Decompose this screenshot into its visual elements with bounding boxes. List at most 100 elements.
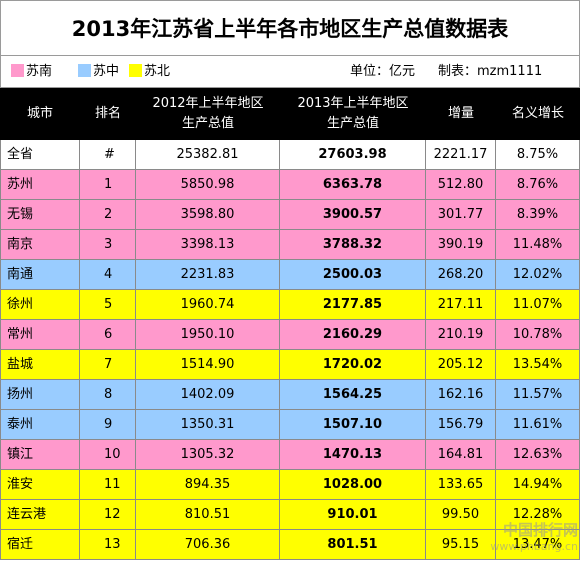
cell-city: 镇江 bbox=[0, 440, 80, 470]
cell-increase: 268.20 bbox=[426, 260, 496, 290]
cell-growth: 8.75% bbox=[496, 140, 580, 170]
cell-increase: 99.50 bbox=[426, 500, 496, 530]
cell-gdp-2013: 1507.10 bbox=[280, 410, 426, 440]
cell-gdp-2012: 25382.81 bbox=[136, 140, 280, 170]
table-row: 常州 6 1950.10 2160.29 210.19 10.78% bbox=[0, 320, 580, 350]
maker-label: 制表：mzm1111 bbox=[438, 64, 543, 79]
legend-bar: 苏南 苏中 苏北 单位：亿元 制表：mzm1111 bbox=[0, 56, 580, 88]
legend-swatch-central bbox=[78, 64, 91, 77]
cell-gdp-2012: 3598.80 bbox=[136, 200, 280, 230]
cell-rank: 1 bbox=[80, 170, 136, 200]
table-row: 徐州 5 1960.74 2177.85 217.11 11.07% bbox=[0, 290, 580, 320]
cell-growth: 13.54% bbox=[496, 350, 580, 380]
header-gdp-2012: 2012年上半年地区 生产总值 bbox=[136, 88, 280, 140]
cell-increase: 217.11 bbox=[426, 290, 496, 320]
header-gdp-2012-line1: 2012年上半年地区 bbox=[152, 96, 264, 111]
table-row: 镇江 10 1305.32 1470.13 164.81 12.63% bbox=[0, 440, 580, 470]
cell-gdp-2012: 5850.98 bbox=[136, 170, 280, 200]
cell-city: 南通 bbox=[0, 260, 80, 290]
cell-gdp-2013: 27603.98 bbox=[280, 140, 426, 170]
table-header-row: 城市 排名 2012年上半年地区 生产总值 2013年上半年地区 生产总值 增量 名… bbox=[0, 88, 580, 140]
header-gdp-2013-line1: 2013年上半年地区 bbox=[297, 96, 409, 111]
cell-gdp-2012: 894.35 bbox=[136, 470, 280, 500]
cell-increase: 133.65 bbox=[426, 470, 496, 500]
cell-rank: 9 bbox=[80, 410, 136, 440]
cell-city: 泰州 bbox=[0, 410, 80, 440]
cell-gdp-2012: 1950.10 bbox=[136, 320, 280, 350]
cell-gdp-2013: 1028.00 bbox=[280, 470, 426, 500]
cell-growth: 13.47% bbox=[496, 530, 580, 560]
header-growth: 名义增长 bbox=[496, 88, 580, 140]
cell-increase: 162.16 bbox=[426, 380, 496, 410]
cell-gdp-2012: 1350.31 bbox=[136, 410, 280, 440]
table-row: 盐城 7 1514.90 1720.02 205.12 13.54% bbox=[0, 350, 580, 380]
cell-growth: 10.78% bbox=[496, 320, 580, 350]
cell-gdp-2012: 3398.13 bbox=[136, 230, 280, 260]
header-increase-line1: 增量 bbox=[447, 106, 474, 121]
header-rank: 排名 bbox=[80, 88, 136, 140]
cell-gdp-2013: 1564.25 bbox=[280, 380, 426, 410]
cell-city: 常州 bbox=[0, 320, 80, 350]
table-row: 连云港 12 810.51 910.01 99.50 12.28% bbox=[0, 500, 580, 530]
header-rank-line1: 排名 bbox=[94, 106, 121, 121]
cell-gdp-2013: 801.51 bbox=[280, 530, 426, 560]
cell-rank: 7 bbox=[80, 350, 136, 380]
cell-gdp-2013: 3900.57 bbox=[280, 200, 426, 230]
cell-gdp-2012: 1960.74 bbox=[136, 290, 280, 320]
cell-rank: 11 bbox=[80, 470, 136, 500]
cell-gdp-2013: 1470.13 bbox=[280, 440, 426, 470]
cell-increase: 156.79 bbox=[426, 410, 496, 440]
cell-gdp-2013: 6363.78 bbox=[280, 170, 426, 200]
cell-gdp-2012: 2231.83 bbox=[136, 260, 280, 290]
cell-gdp-2012: 706.36 bbox=[136, 530, 280, 560]
table-row: 宿迁 13 706.36 801.51 95.15 13.47% bbox=[0, 530, 580, 560]
cell-gdp-2013: 2177.85 bbox=[280, 290, 426, 320]
legend-item-north: 苏北 bbox=[129, 64, 170, 80]
legend-label-central: 苏中 bbox=[93, 64, 120, 79]
table-row: 泰州 9 1350.31 1507.10 156.79 11.61% bbox=[0, 410, 580, 440]
cell-increase: 301.77 bbox=[426, 200, 496, 230]
cell-rank: 12 bbox=[80, 500, 136, 530]
cell-increase: 95.15 bbox=[426, 530, 496, 560]
cell-growth: 11.57% bbox=[496, 380, 580, 410]
cell-growth: 12.02% bbox=[496, 260, 580, 290]
table-row: 无锡 2 3598.80 3900.57 301.77 8.39% bbox=[0, 200, 580, 230]
legend-swatch-north bbox=[129, 64, 142, 77]
cell-gdp-2012: 1514.90 bbox=[136, 350, 280, 380]
header-increase: 增量 bbox=[426, 88, 496, 140]
legend-label-south: 苏南 bbox=[26, 64, 53, 79]
header-growth-line1: 名义增长 bbox=[511, 106, 564, 121]
table-title: 2013年江苏省上半年各市地区生产总值数据表 bbox=[0, 0, 580, 56]
cell-rank: 13 bbox=[80, 530, 136, 560]
cell-growth: 12.28% bbox=[496, 500, 580, 530]
cell-growth: 8.39% bbox=[496, 200, 580, 230]
cell-city: 连云港 bbox=[0, 500, 80, 530]
cell-gdp-2012: 1402.09 bbox=[136, 380, 280, 410]
cell-rank: 8 bbox=[80, 380, 136, 410]
cell-increase: 164.81 bbox=[426, 440, 496, 470]
cell-increase: 2221.17 bbox=[426, 140, 496, 170]
legend-label-north: 苏北 bbox=[144, 64, 171, 79]
table-row: 扬州 8 1402.09 1564.25 162.16 11.57% bbox=[0, 380, 580, 410]
legend-item-central: 苏中 bbox=[78, 64, 119, 80]
legend-swatch-south bbox=[11, 64, 24, 77]
header-gdp-2013: 2013年上半年地区 生产总值 bbox=[280, 88, 426, 140]
header-city-line1: 城市 bbox=[26, 106, 53, 121]
cell-growth: 14.94% bbox=[496, 470, 580, 500]
header-city: 城市 bbox=[0, 88, 80, 140]
cell-city: 扬州 bbox=[0, 380, 80, 410]
table-row: 南京 3 3398.13 3788.32 390.19 11.48% bbox=[0, 230, 580, 260]
cell-rank: 3 bbox=[80, 230, 136, 260]
table-row: 南通 4 2231.83 2500.03 268.20 12.02% bbox=[0, 260, 580, 290]
table-row: 苏州 1 5850.98 6363.78 512.80 8.76% bbox=[0, 170, 580, 200]
cell-city: 苏州 bbox=[0, 170, 80, 200]
cell-increase: 210.19 bbox=[426, 320, 496, 350]
cell-gdp-2013: 1720.02 bbox=[280, 350, 426, 380]
cell-gdp-2013: 2500.03 bbox=[280, 260, 426, 290]
cell-rank: 6 bbox=[80, 320, 136, 350]
cell-city: 全省 bbox=[0, 140, 80, 170]
table-row: 淮安 11 894.35 1028.00 133.65 14.94% bbox=[0, 470, 580, 500]
cell-city: 徐州 bbox=[0, 290, 80, 320]
header-gdp-2012-line2: 生产总值 bbox=[181, 116, 234, 131]
